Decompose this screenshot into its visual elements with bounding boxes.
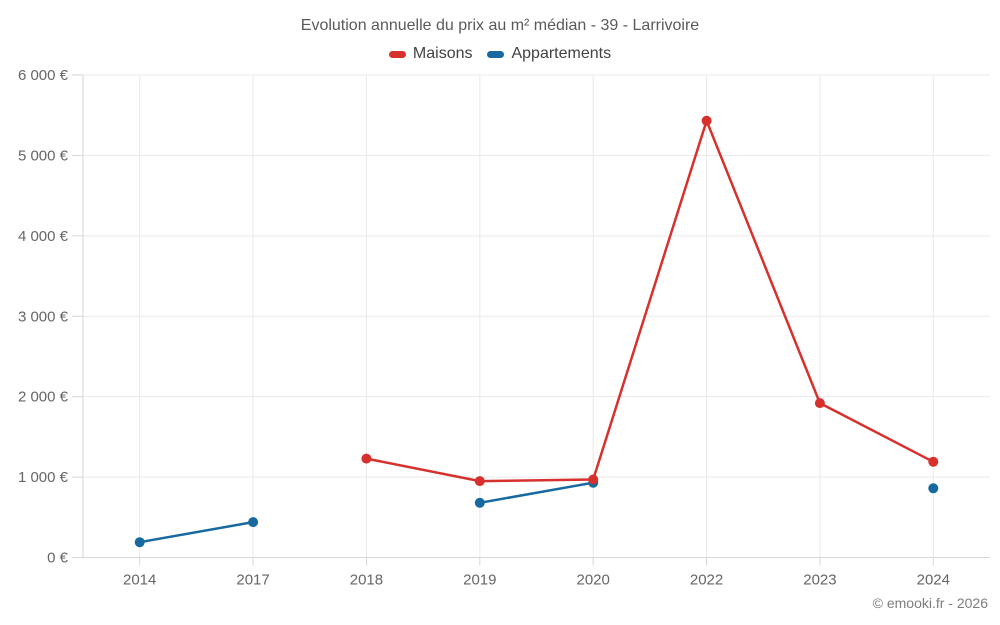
series-line-appartements xyxy=(140,483,934,543)
data-point-maisons-2019[interactable] xyxy=(474,476,485,487)
x-axis-label: 2014 xyxy=(123,572,156,589)
chart-title: Evolution annuelle du prix au m² médian … xyxy=(300,17,700,34)
x-axis-label: 2022 xyxy=(690,572,723,589)
y-axis-label: 0 € xyxy=(47,550,69,567)
data-point-maisons-2022[interactable] xyxy=(701,115,712,126)
maisons-series-swatch-icon xyxy=(388,50,406,58)
data-point-maisons-2023[interactable] xyxy=(814,398,825,409)
copyright: © emooki.fr - 2026 xyxy=(872,595,988,611)
x-axis-label: 2020 xyxy=(577,572,610,589)
y-axis-label: 2 000 € xyxy=(18,389,69,406)
x-axis-label: 2023 xyxy=(803,572,836,589)
y-axis-label: 3 000 € xyxy=(18,308,69,325)
y-axis-label: 5 000 € xyxy=(18,147,69,164)
legend-label-maisons: Maisons xyxy=(412,45,473,62)
x-axis-label: 2018 xyxy=(350,572,383,589)
y-axis-label: 1 000 € xyxy=(18,469,69,486)
data-point-maisons-2020[interactable] xyxy=(588,474,599,485)
data-point-appartements-2014[interactable] xyxy=(134,537,145,548)
data-point-maisons-2018[interactable] xyxy=(361,453,372,464)
y-axis-label: 4 000 € xyxy=(18,228,69,245)
y-axis-label: 6 000 € xyxy=(18,67,69,84)
data-point-appartements-2024[interactable] xyxy=(928,483,939,494)
legend-label-appartements: Appartements xyxy=(511,45,612,62)
data-point-appartements-2019[interactable] xyxy=(474,497,485,508)
legend-item-maisons[interactable]: Maisons xyxy=(388,45,473,63)
data-point-appartements-2017[interactable] xyxy=(248,517,259,528)
series-line-maisons xyxy=(365,119,935,483)
data-point-maisons-2024[interactable] xyxy=(928,456,939,467)
legend-item-appartements[interactable]: Appartements xyxy=(487,45,611,63)
appartements-series-swatch-icon xyxy=(487,50,505,58)
x-axis-label: 2017 xyxy=(236,572,269,589)
x-axis-label: 2019 xyxy=(463,572,496,589)
x-axis-label: 2024 xyxy=(917,572,950,589)
legend: Maisons Appartements xyxy=(0,45,1000,63)
